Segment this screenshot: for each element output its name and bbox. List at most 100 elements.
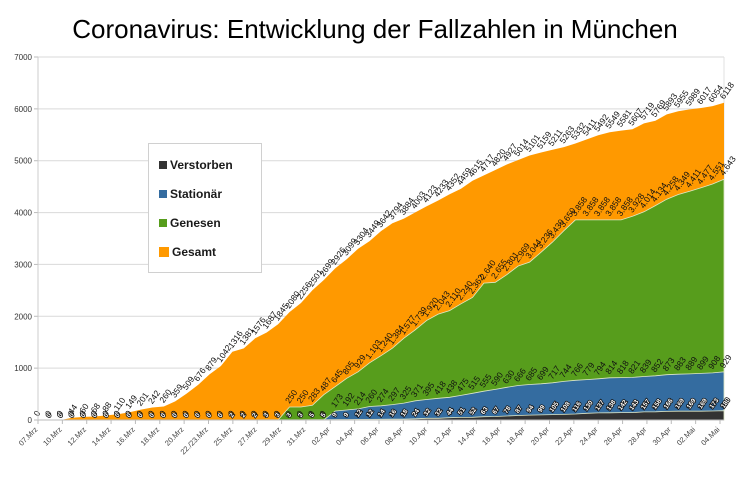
y-tick-label: 3000 [14, 260, 32, 269]
data-label-stationr: 0 [157, 408, 168, 418]
x-tick-label: 12.Mrz [66, 425, 89, 448]
data-label-stationr: 0 [283, 408, 294, 418]
x-tick-label: 02.Mai [675, 425, 698, 448]
data-label-stationr: 0 [214, 408, 225, 418]
x-tick-label: 06.Apr [358, 425, 380, 447]
data-label-verstorben: 2 [251, 412, 259, 419]
data-label-verstorben: 14 [377, 408, 387, 418]
y-tick-label: 0 [28, 416, 33, 425]
data-label-stationr: 0 [77, 408, 88, 418]
x-tick-label: 10.Apr [407, 425, 429, 447]
data-label-genesen: 0 [31, 408, 42, 418]
data-label-verstorben: 12 [354, 408, 364, 418]
x-tick-label: 29.Mrz [260, 425, 283, 448]
data-label-genesen: 0 [157, 408, 168, 418]
data-label-verstorben: 2 [240, 412, 248, 419]
x-tick-label: 27.Mrz [236, 425, 259, 448]
data-label-verstorben: 3 [263, 412, 271, 419]
data-label-genesen: 0 [192, 408, 203, 418]
data-label-stationr: 0 [260, 408, 271, 418]
data-label-gesamt: 6118 [717, 80, 736, 101]
legend-item-genesen: Genesen [159, 216, 221, 230]
data-label-verstorben: 9 [343, 411, 351, 418]
data-label-stationr: 0 [100, 408, 111, 418]
legend-label-verstorben: Verstorben [170, 158, 233, 172]
data-label-verstorben: 9 [331, 411, 339, 418]
data-label-stationr: 0 [203, 408, 214, 418]
data-label-verstorben: 32 [423, 407, 433, 417]
data-label-stationr: 0 [169, 408, 180, 418]
data-label-genesen: 0 [226, 408, 237, 418]
x-tick-label: 18.Mrz [139, 425, 162, 448]
x-tick-label: 20.Apr [529, 425, 551, 447]
y-tick-label: 7000 [14, 53, 32, 62]
data-label-genesen: 0 [134, 408, 145, 418]
x-tick-label: 10.Mrz [41, 425, 64, 448]
data-label-verstorben: 0 [45, 412, 53, 419]
data-label-verstorben: 3 [285, 412, 293, 419]
data-label-genesen: 0 [169, 408, 180, 418]
data-label-verstorben: 0 [80, 412, 88, 419]
data-label-verstorben: 0 [125, 412, 133, 419]
data-label-verstorben: 0 [114, 412, 122, 419]
data-label-genesen: 0 [180, 408, 191, 418]
legend-item-gesamt: Gesamt [159, 245, 216, 259]
data-label-stationr: 0 [54, 408, 65, 418]
legend-item-verstorben: Verstorben [159, 158, 233, 172]
legend-swatch-verstorben [159, 161, 167, 169]
data-label-verstorben: 0 [183, 412, 191, 419]
data-label-verstorben: 0 [160, 412, 168, 419]
data-label-verstorben: 18 [400, 408, 410, 418]
x-tick-label: 25.Mrz [212, 425, 235, 448]
data-label-verstorben: 0 [57, 412, 65, 419]
x-tick-label: 31.Mrz [285, 425, 308, 448]
data-label-verstorben: 0 [217, 412, 225, 419]
data-label-stationr: 0 [111, 408, 122, 418]
data-label-verstorben: 0 [103, 412, 111, 419]
data-label-genesen: 0 [89, 408, 100, 418]
x-tick-label: 18.Apr [505, 425, 527, 447]
y-tick-label: 2000 [14, 312, 32, 321]
data-label-stationr: 0 [237, 408, 248, 418]
data-label-genesen: 0 [100, 408, 111, 418]
y-tick-label: 1000 [14, 364, 32, 373]
data-label-stationr: 0 [192, 408, 203, 418]
x-tick-label: 08.Apr [383, 425, 405, 447]
x-tick-label: 16.Mrz [114, 425, 137, 448]
data-label-verstorben: 87 [514, 404, 524, 414]
data-label-verstorben: 67 [491, 405, 501, 415]
legend-label-stationaer: Stationär [170, 187, 223, 201]
data-label-verstorben: 16 [388, 408, 398, 418]
x-tick-label: 22.Apr [553, 425, 575, 447]
data-label-verstorben: 94 [526, 404, 536, 414]
x-tick-label: 04.Mai [699, 425, 722, 448]
data-label-verstorben: 78 [503, 405, 513, 415]
legend-swatch-gesamt [159, 247, 169, 257]
x-tick-label: 02.Apr [310, 425, 332, 447]
x-tick-label: 12.Apr [431, 425, 453, 447]
data-label-verstorben: 0 [171, 412, 179, 419]
legend-label-genesen: Genesen [170, 216, 221, 230]
data-label-verstorben: 63 [480, 406, 490, 416]
data-label-genesen: 0 [260, 408, 271, 418]
legend-item-stationaer: Stationär [159, 187, 222, 201]
data-label-verstorben: 0 [91, 412, 99, 419]
data-label-genesen: 0 [77, 408, 88, 418]
data-label-verstorben: 0 [194, 412, 202, 419]
data-label-verstorben: 52 [468, 406, 478, 416]
y-tick-label: 6000 [14, 105, 32, 114]
legend-swatch-stationaer [159, 190, 167, 198]
legend-swatch-genesen [159, 219, 167, 227]
data-label-verstorben: 0 [205, 412, 213, 419]
data-label-genesen: 0 [214, 408, 225, 418]
data-label-stationr: 0 [89, 408, 100, 418]
data-label-stationr: 0 [306, 408, 317, 418]
data-label-stationr: 0 [249, 408, 260, 418]
data-label-verstorben: 0 [137, 412, 145, 419]
data-label-stationr: 0 [180, 408, 191, 418]
legend-label-gesamt: Gesamt [172, 245, 217, 259]
data-label-verstorben: 3 [274, 412, 282, 419]
data-label-genesen: 0 [66, 408, 77, 418]
data-label-genesen: 0 [237, 408, 248, 418]
x-tick-label: 24.Apr [578, 425, 600, 447]
